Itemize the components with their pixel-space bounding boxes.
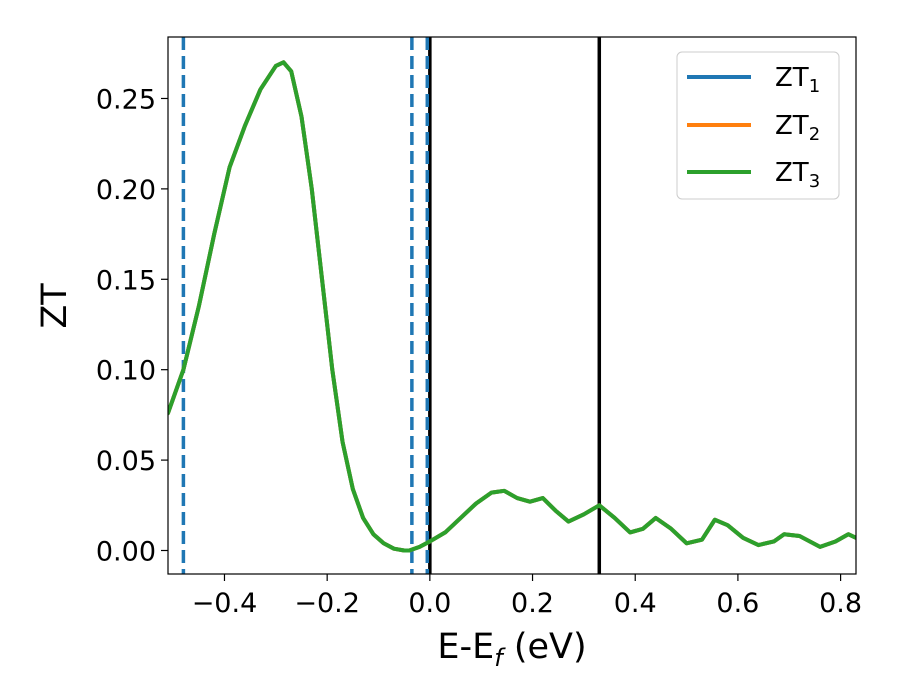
x-tick-label: −0.4 bbox=[192, 588, 258, 619]
x-axis-title-main: E-E bbox=[437, 627, 494, 667]
x-axis-title-unit: (eV) bbox=[503, 627, 587, 667]
x-tick-label: 0.0 bbox=[408, 588, 451, 619]
y-tick-label: 0.10 bbox=[96, 356, 156, 387]
legend-label-zt1-sub: 1 bbox=[809, 76, 820, 97]
legend-label-zt3: ZT3 bbox=[775, 158, 820, 192]
x-tick-label: −0.2 bbox=[294, 588, 360, 619]
x-axis-ticks: −0.4 −0.2 0.0 0.2 0.4 0.6 0.8 bbox=[192, 574, 862, 619]
series-line-zt3 bbox=[168, 60, 856, 553]
legend-box bbox=[676, 51, 840, 200]
y-tick-label: 0.05 bbox=[96, 446, 156, 477]
legend: ZT1 ZT2 ZT3 bbox=[676, 51, 840, 200]
x-axis-title: E-Ef (eV) bbox=[437, 627, 586, 672]
legend-label-zt2-sub: 2 bbox=[809, 124, 820, 145]
x-tick-label: 0.8 bbox=[819, 588, 862, 619]
y-axis-ticks: 0.00 0.05 0.10 0.15 0.20 0.25 bbox=[96, 84, 168, 567]
legend-label-zt2-main: ZT bbox=[775, 111, 809, 141]
y-axis-title: ZT bbox=[35, 283, 75, 329]
y-tick-label: 0.15 bbox=[96, 265, 156, 296]
plot-frame bbox=[167, 36, 857, 575]
y-tick-label: 0.25 bbox=[96, 84, 156, 115]
reference-lines bbox=[181, 37, 602, 574]
legend-label-zt3-sub: 3 bbox=[809, 171, 820, 192]
legend-label-zt1: ZT1 bbox=[775, 63, 820, 97]
x-tick-label: 0.6 bbox=[716, 588, 759, 619]
y-tick-label: 0.00 bbox=[96, 536, 156, 567]
series-lines bbox=[168, 60, 856, 553]
legend-label-zt2: ZT2 bbox=[775, 111, 820, 145]
x-tick-label: 0.4 bbox=[614, 588, 657, 619]
legend-label-zt1-main: ZT bbox=[775, 63, 809, 93]
legend-label-zt3-main: ZT bbox=[775, 158, 809, 188]
x-tick-label: 0.2 bbox=[511, 588, 554, 619]
y-tick-label: 0.20 bbox=[96, 175, 156, 206]
